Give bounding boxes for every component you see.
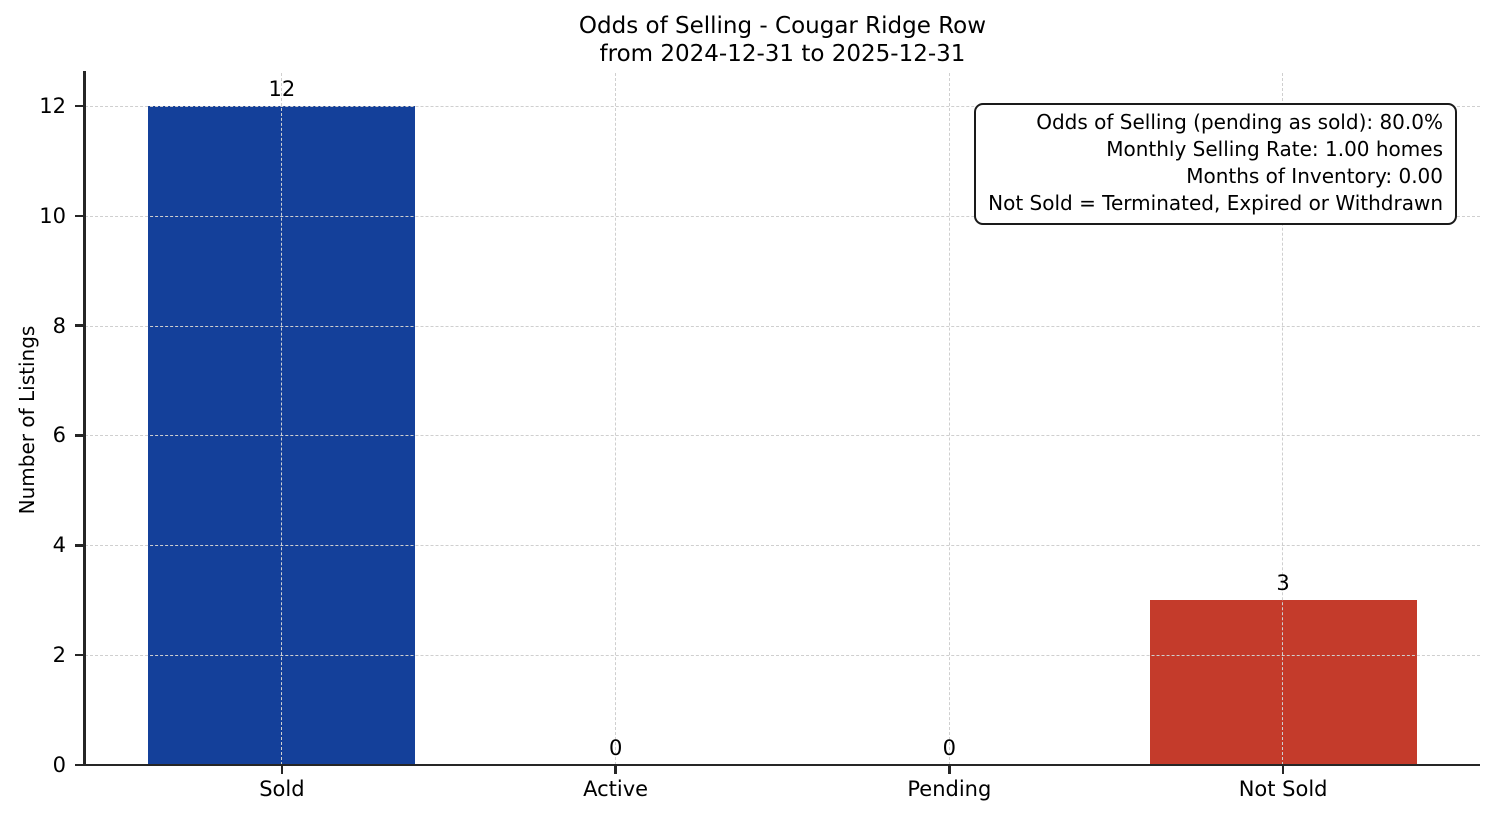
x-axis-spine <box>83 763 1480 766</box>
stats-line-odds-of-selling: Odds of Selling (pending as sold): 80.0% <box>1036 110 1443 134</box>
v-gridline-pending <box>948 73 950 765</box>
h-gridline-6 <box>85 435 1480 437</box>
y-tick-8 <box>75 324 83 327</box>
stats-box: Odds of Selling (pending as sold): 80.0%… <box>974 103 1457 225</box>
h-gridline-12 <box>85 105 1480 107</box>
h-gridline-2 <box>85 655 1480 657</box>
stats-line-monthly-selling-rate: Monthly Selling Rate: 1.00 homes <box>1106 137 1443 161</box>
y-axis-spine <box>83 71 86 766</box>
chart-subtitle: from 2024-12-31 to 2025-12-31 <box>599 41 966 67</box>
y-tick-label-10: 10 <box>39 203 66 228</box>
stats-line-months-of-inventory: Months of Inventory: 0.00 <box>1186 164 1443 188</box>
y-tick-10 <box>75 214 83 218</box>
y-tick-label-0: 0 <box>52 753 66 777</box>
y-tick-label-12: 12 <box>39 93 66 118</box>
h-gridline-4 <box>85 545 1480 547</box>
x-tick-pending <box>948 766 951 774</box>
bar-value-label-not-sold: 3 <box>1276 571 1290 596</box>
y-tick-label-6: 6 <box>52 423 66 448</box>
h-gridline-8 <box>85 325 1480 327</box>
y-tick-label-2: 2 <box>52 643 66 668</box>
x-tick-label-sold: Sold <box>259 777 305 801</box>
y-tick-2 <box>75 653 83 657</box>
y-tick-0 <box>75 763 83 767</box>
y-tick-6 <box>75 434 83 437</box>
chart-title-block: Odds of Selling - Cougar Ridge Row from … <box>85 12 1480 68</box>
stats-line-not-sold-definition: Not Sold = Terminated, Expired or Withdr… <box>988 191 1443 215</box>
bar-value-label-active: 0 <box>608 736 623 760</box>
v-gridline-active <box>614 73 616 765</box>
h-gridline-10 <box>85 215 1480 217</box>
x-tick-label-active: Active <box>583 777 649 801</box>
x-tick-label-not-sold: Not Sold <box>1238 777 1328 801</box>
y-tick-label-4: 4 <box>52 533 66 558</box>
v-gridline-not-sold <box>1282 73 1284 765</box>
chart-title: Odds of Selling - Cougar Ridge Row <box>578 13 987 39</box>
v-gridline-sold <box>281 73 283 765</box>
y-tick-12 <box>75 104 83 108</box>
bar-value-label-sold: 12 <box>268 76 296 101</box>
y-tick-label-8: 8 <box>52 313 66 338</box>
y-axis-label: Number of Listings <box>15 325 39 515</box>
x-tick-sold <box>280 766 284 774</box>
x-tick-not-sold <box>1281 766 1285 774</box>
x-tick-active <box>614 766 617 774</box>
x-tick-label-pending: Pending <box>907 777 992 801</box>
bar-value-label-pending: 0 <box>942 736 957 760</box>
y-tick-4 <box>75 544 83 547</box>
